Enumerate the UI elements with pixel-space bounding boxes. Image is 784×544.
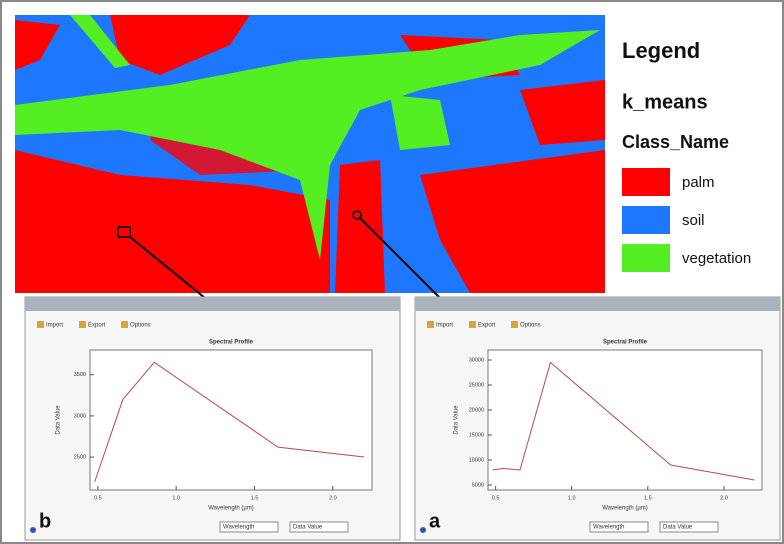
toolbar-icon xyxy=(511,321,518,328)
y-tick-label: 20000 xyxy=(469,407,484,413)
dropdown-label: Wavelength xyxy=(223,525,254,531)
toolbar-button[interactable]: Options xyxy=(130,323,151,329)
x-axis-label: Wavelength (µm) xyxy=(602,506,648,512)
x-tick-label: 2.0 xyxy=(329,495,337,501)
chart-title: Spectral Profile xyxy=(603,340,648,346)
toolbar-button[interactable]: Export xyxy=(478,323,496,329)
plot-area xyxy=(488,350,762,490)
chart-title: Spectral Profile xyxy=(209,340,254,346)
dropdown-label: Data Value xyxy=(293,525,323,531)
status-icon xyxy=(420,527,426,533)
y-axis-label: Data Value xyxy=(56,405,62,435)
y-tick-label: 30000 xyxy=(469,357,484,363)
x-tick-label: 0.5 xyxy=(492,495,500,501)
y-tick-label: 3000 xyxy=(74,413,86,419)
toolbar-icon xyxy=(427,321,434,328)
map-palm xyxy=(335,160,385,293)
x-tick-label: 0.5 xyxy=(94,495,102,501)
legend-label: palm xyxy=(682,174,715,191)
title-bar xyxy=(25,297,400,311)
y-tick-label: 10000 xyxy=(469,457,484,463)
toolbar-button[interactable]: Export xyxy=(88,323,106,329)
x-tick-label: 2.0 xyxy=(720,495,728,501)
legend-swatch xyxy=(622,244,670,272)
x-axis-label: Wavelength (µm) xyxy=(208,506,254,512)
legend-swatch xyxy=(622,206,670,234)
title-bar xyxy=(415,297,780,311)
dropdown-label: Data Value xyxy=(663,525,693,531)
x-tick-label: 1.5 xyxy=(644,495,652,501)
toolbar-button[interactable]: Import xyxy=(46,323,63,329)
toolbar-icon xyxy=(121,321,128,328)
legend-field: Class_Name xyxy=(622,132,729,152)
y-tick-label: 15000 xyxy=(469,432,484,438)
y-tick-label: 25000 xyxy=(469,382,484,388)
legend-label: vegetation xyxy=(682,250,751,267)
status-icon xyxy=(30,527,36,533)
x-tick-label: 1.5 xyxy=(251,495,259,501)
x-tick-label: 1.0 xyxy=(172,495,180,501)
y-tick-label: 3500 xyxy=(74,372,86,378)
classified-map xyxy=(15,15,605,298)
legend-swatch xyxy=(622,168,670,196)
legend-label: soil xyxy=(682,212,705,229)
panel-letter: b xyxy=(39,510,51,532)
dropdown-label: Wavelength xyxy=(593,525,624,531)
legend-layer: k_means xyxy=(622,91,708,113)
toolbar-button[interactable]: Options xyxy=(520,323,541,329)
y-axis-label: Data Value xyxy=(454,405,460,435)
x-tick-label: 1.0 xyxy=(568,495,576,501)
toolbar-icon xyxy=(469,321,476,328)
y-tick-label: 2500 xyxy=(74,455,86,461)
panel-letter: a xyxy=(429,510,441,532)
toolbar-icon xyxy=(37,321,44,328)
y-tick-label: 5000 xyxy=(472,482,484,488)
toolbar-icon xyxy=(79,321,86,328)
legend-title: Legend xyxy=(622,38,700,63)
plot-area xyxy=(90,350,372,490)
toolbar-button[interactable]: Import xyxy=(436,323,453,329)
figure: Legend k_means Class_Name palm soil vegeta… xyxy=(0,0,784,544)
